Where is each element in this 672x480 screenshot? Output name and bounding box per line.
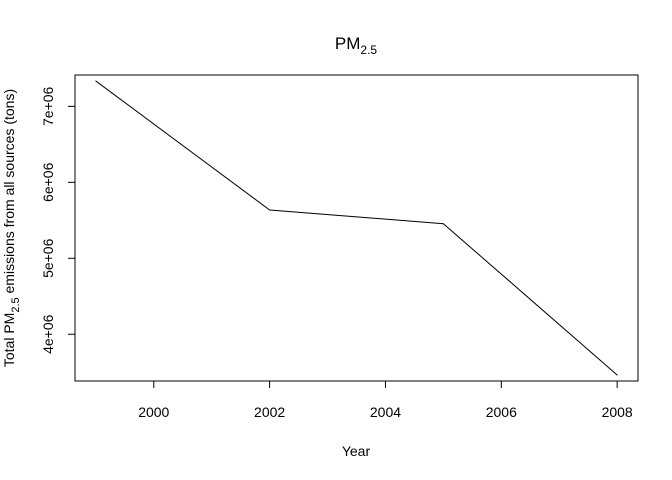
series-group (95, 80, 618, 376)
data-point (269, 209, 271, 211)
x-tick-label: 2008 (602, 404, 633, 420)
y-axis-title: Total PM2.5 emissions from all sources (… (1, 89, 22, 367)
y-axis: 4e+06 5e+06 6e+06 7e+06 (40, 86, 76, 354)
chart-title: PM2.5 (335, 34, 378, 57)
x-tick-label: 2004 (370, 404, 401, 420)
data-point (616, 374, 618, 376)
y-tick-label: 7e+06 (40, 86, 56, 126)
y-tick-label: 4e+06 (40, 314, 56, 354)
y-tick-label: 6e+06 (40, 162, 56, 202)
x-axis: 2000 2002 2004 2006 2008 (138, 380, 633, 420)
series-line (95, 80, 618, 376)
x-tick-label: 2000 (138, 404, 169, 420)
y-tick-label: 5e+06 (40, 238, 56, 278)
x-axis-title: Year (342, 443, 371, 459)
data-point (442, 223, 444, 225)
x-tick-label: 2006 (486, 404, 517, 420)
plot-frame (74, 74, 639, 382)
x-tick-label: 2002 (254, 404, 285, 420)
data-point (95, 80, 97, 82)
